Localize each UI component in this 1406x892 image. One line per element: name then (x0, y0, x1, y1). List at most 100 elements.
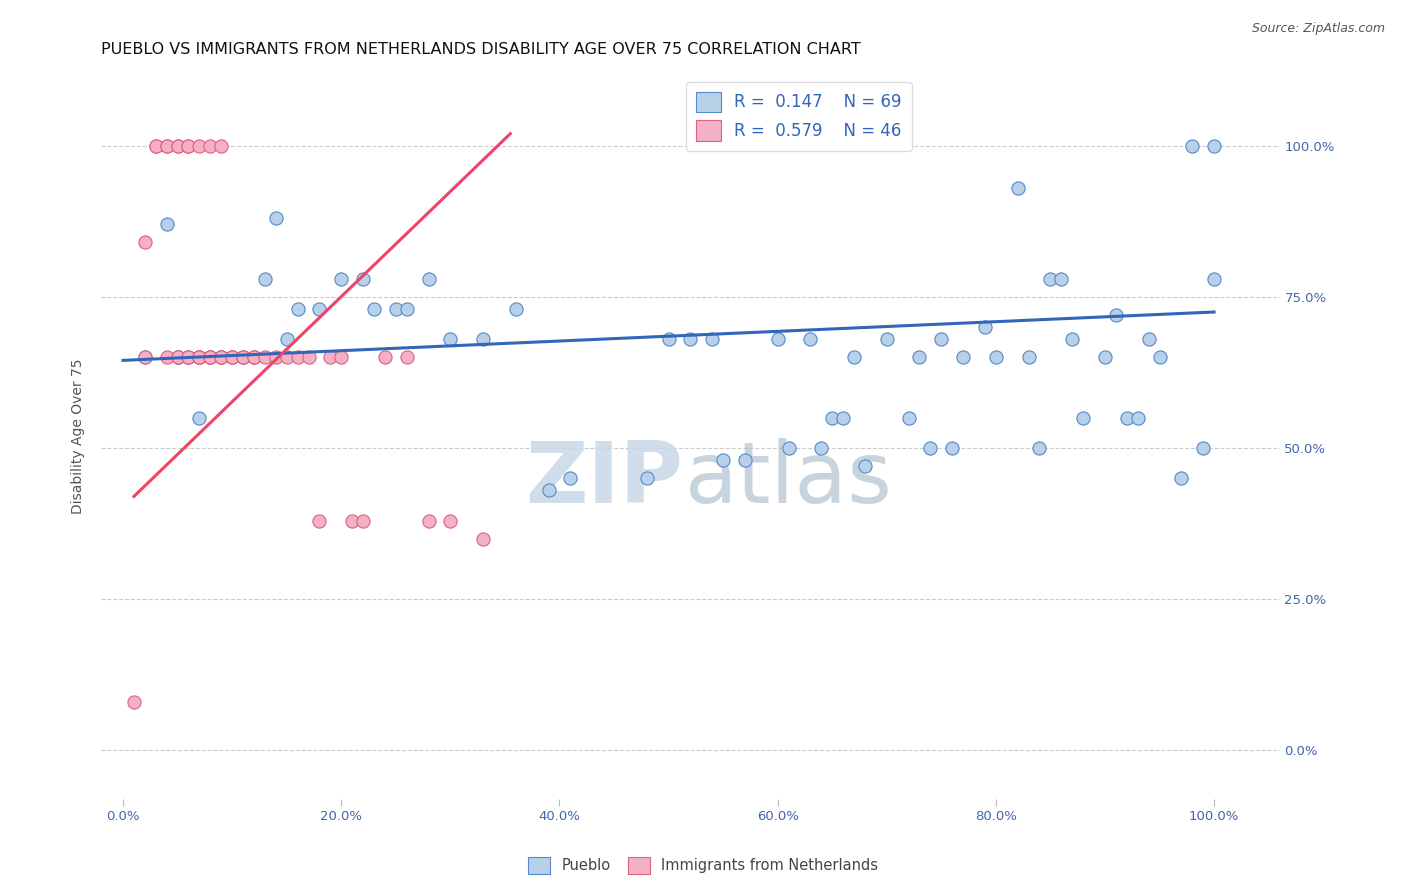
Point (177, 138, 200, 153)
Point (636, 471, 658, 485)
Point (908, 351, 931, 365)
Point (711, 453, 734, 467)
Point (832, 410, 855, 425)
Point (177, 138, 200, 153)
Point (472, 332, 495, 346)
Point (276, 351, 298, 365)
Point (177, 351, 200, 365)
Point (439, 332, 461, 346)
Point (297, 351, 319, 365)
Point (1094, 351, 1116, 365)
Point (418, 272, 440, 286)
Point (156, 218, 179, 232)
Text: atlas: atlas (685, 438, 893, 521)
Point (395, 351, 418, 365)
Point (166, 351, 188, 365)
Point (134, 351, 156, 365)
Point (363, 301, 385, 316)
Point (560, 471, 582, 485)
Point (232, 351, 254, 365)
Point (188, 351, 211, 365)
Point (679, 332, 702, 346)
Point (952, 351, 974, 365)
Point (209, 351, 232, 365)
Point (439, 514, 461, 528)
Point (264, 351, 287, 365)
Point (145, 138, 167, 153)
Point (1126, 410, 1149, 425)
Point (177, 351, 200, 365)
Point (200, 351, 222, 365)
Point (264, 211, 287, 226)
Point (1137, 332, 1160, 346)
Point (1028, 441, 1050, 455)
Text: ZIP: ZIP (526, 438, 683, 521)
Text: Source: ZipAtlas.com: Source: ZipAtlas.com (1251, 22, 1385, 36)
Point (209, 138, 232, 153)
Point (134, 235, 156, 250)
Point (330, 272, 353, 286)
Point (352, 514, 374, 528)
Point (537, 483, 560, 498)
Point (418, 514, 440, 528)
Text: PUEBLO VS IMMIGRANTS FROM NETHERLANDS DISABILITY AGE OVER 75 CORRELATION CHART: PUEBLO VS IMMIGRANTS FROM NETHERLANDS DI… (101, 42, 860, 57)
Point (209, 351, 232, 365)
Point (232, 351, 254, 365)
Point (166, 351, 188, 365)
Point (1071, 410, 1094, 425)
Point (308, 301, 330, 316)
Point (374, 351, 396, 365)
Point (200, 351, 222, 365)
Point (853, 459, 876, 474)
Point (243, 351, 266, 365)
Point (1192, 441, 1215, 455)
Point (702, 332, 724, 346)
Point (657, 332, 679, 346)
Point (308, 514, 330, 528)
Point (395, 301, 418, 316)
Point (1202, 272, 1225, 286)
Point (352, 272, 374, 286)
Point (188, 410, 211, 425)
Point (1115, 410, 1137, 425)
Point (505, 301, 527, 316)
Point (188, 138, 211, 153)
Point (1039, 272, 1062, 286)
Point (974, 320, 997, 334)
Point (734, 453, 756, 467)
Point (1105, 308, 1128, 322)
Point (122, 695, 145, 709)
Point (1181, 138, 1204, 153)
Point (984, 351, 1007, 365)
Point (276, 332, 298, 346)
Point (200, 138, 222, 153)
Point (221, 351, 243, 365)
Point (166, 138, 188, 153)
Point (821, 410, 844, 425)
Point (1149, 351, 1171, 365)
Point (209, 351, 232, 365)
Point (243, 351, 266, 365)
Point (1007, 181, 1029, 195)
Point (810, 441, 832, 455)
Point (319, 351, 342, 365)
Point (200, 351, 222, 365)
Point (1050, 272, 1073, 286)
Legend: R =  0.147    N = 69, R =  0.579    N = 46: R = 0.147 N = 69, R = 0.579 N = 46 (686, 81, 912, 151)
Point (243, 351, 266, 365)
Point (472, 532, 495, 546)
Point (385, 301, 408, 316)
Point (156, 138, 179, 153)
Point (156, 138, 179, 153)
Point (287, 301, 309, 316)
Point (1062, 332, 1084, 346)
Point (156, 351, 179, 365)
Point (340, 514, 363, 528)
Point (929, 332, 952, 346)
Point (330, 351, 353, 365)
Point (876, 332, 898, 346)
Point (1170, 471, 1192, 485)
Point (766, 332, 789, 346)
Point (920, 441, 942, 455)
Point (799, 332, 821, 346)
